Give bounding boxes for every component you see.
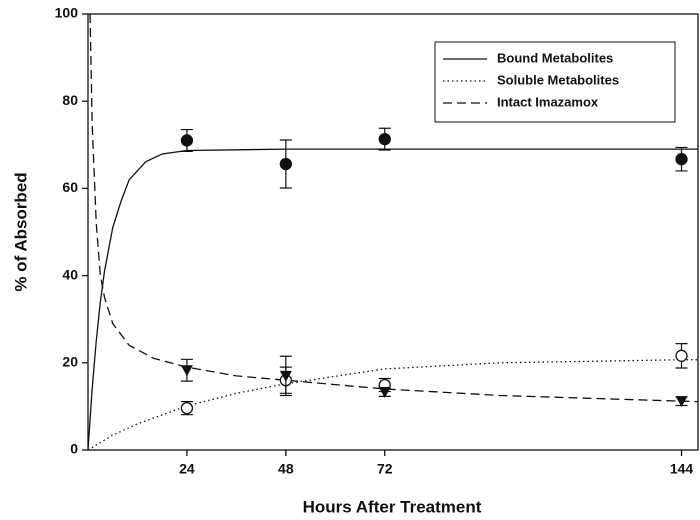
legend-label: Soluble Metabolites [497,72,619,87]
legend-label: Intact Imazamox [497,94,599,109]
plot-frame [87,13,699,451]
legend-box [434,41,676,123]
fit-curve [89,14,698,403]
data-point [180,401,194,415]
data-point [675,396,688,408]
legend-label: Bound Metabolites [497,50,613,65]
y-tick-label: 20 [62,354,78,370]
y-axis-label: % of Absorbed [11,172,30,291]
data-point [180,365,193,377]
data-point [378,387,391,399]
fit-curve [88,359,698,450]
data-point [279,157,292,171]
x-axis-label: Hours After Treatment [303,497,482,516]
y-tick-label: 100 [55,5,79,21]
data-point [675,349,688,362]
x-tick-label: 48 [278,461,294,477]
y-tick-label: 0 [70,441,78,457]
data-point [675,153,688,166]
y-tick-label: 80 [62,92,78,108]
y-tick-label: 60 [62,179,78,195]
fit-curve [88,148,698,450]
x-tick-label: 72 [377,461,393,477]
x-tick-label: 24 [179,461,195,477]
data-point [180,134,194,147]
data-point [279,370,292,382]
x-tick-label: 144 [670,461,694,477]
y-tick-label: 40 [62,266,78,282]
data-point [378,132,391,146]
